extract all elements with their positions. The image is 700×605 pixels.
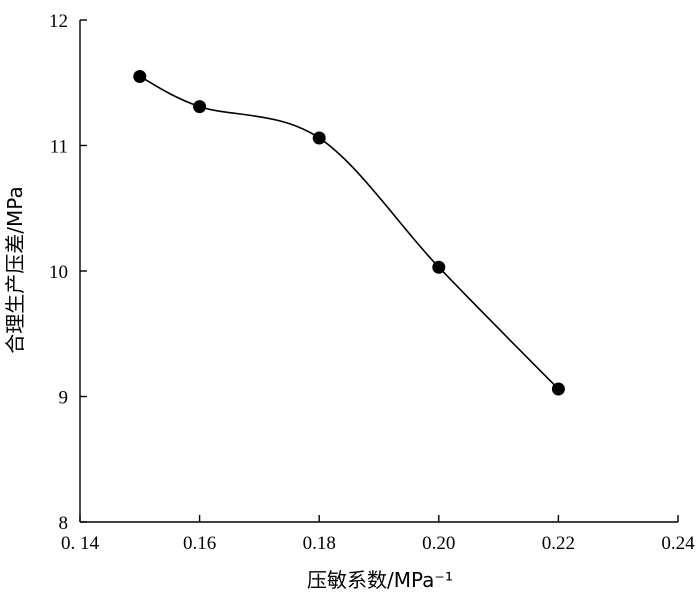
x-tick-label: 0.18 xyxy=(303,533,336,554)
y-tick-label: 11 xyxy=(50,137,68,158)
y-tick-label: 12 xyxy=(49,11,68,32)
data-point xyxy=(551,382,565,396)
data-point xyxy=(133,69,147,83)
x-tick-label: 0.24 xyxy=(661,533,695,554)
series-line xyxy=(139,75,559,390)
y-tick-label: 9 xyxy=(59,388,69,409)
x-axis-ticks: 0. 14 0.16 0.18 0.20 0.22 0.24 xyxy=(61,515,695,554)
x-tick-label: 0.16 xyxy=(183,533,216,554)
plot-area: 0. 14 0.16 0.18 0.20 0.22 0.24 8 9 10 11 12 xyxy=(49,11,695,554)
x-tick-label: 0.22 xyxy=(542,533,575,554)
x-axis-title: 压敏系数/MPa⁻¹ xyxy=(307,568,453,592)
data-points xyxy=(133,69,565,396)
data-point xyxy=(312,131,326,145)
x-tick-label: 0. 14 xyxy=(61,533,100,554)
data-point xyxy=(432,260,446,274)
y-axis-title: 合理生产压差/MPa xyxy=(3,186,27,353)
x-tick-label: 0.20 xyxy=(422,533,455,554)
y-tick-label: 10 xyxy=(49,262,68,283)
data-point xyxy=(193,100,207,114)
y-tick-label: 8 xyxy=(59,513,69,534)
y-axis-ticks: 8 9 10 11 12 xyxy=(49,11,87,534)
